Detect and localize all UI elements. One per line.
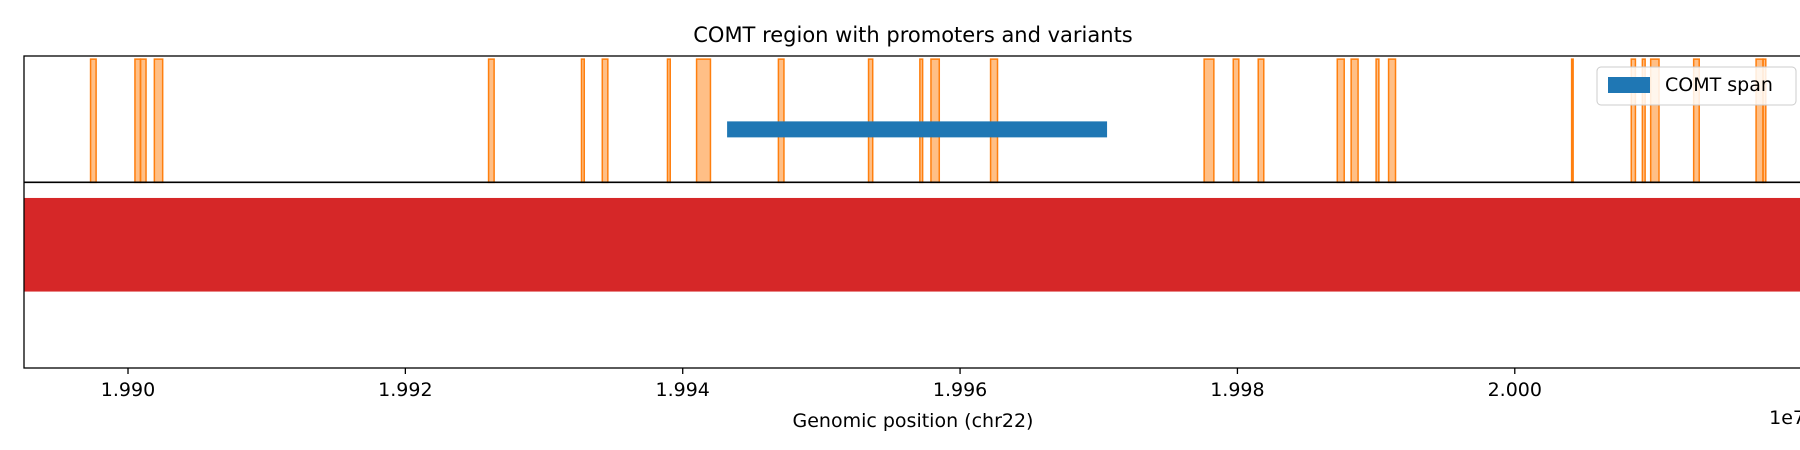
promoter-region-17	[1336, 58, 1345, 184]
x-tick-label: 1.992	[378, 379, 432, 401]
promoter-region-9	[777, 58, 785, 184]
legend-frame	[1596, 66, 1797, 106]
promoter-region-13	[989, 58, 999, 184]
promoter-region-0	[89, 58, 97, 184]
promoter-region-8	[695, 58, 712, 184]
promoter-region-10	[867, 58, 874, 184]
chart-title: COMT region with promoters and variants	[693, 23, 1133, 47]
promoter-region-18	[1350, 58, 1359, 184]
x-tick-label: 2.000	[1488, 379, 1542, 401]
promoter-region-16	[1257, 58, 1265, 184]
variant-band-layer	[24, 197, 1800, 292]
x-tick-label: 1.996	[933, 379, 987, 401]
x-axis-offset-label: 1e7	[1769, 407, 1800, 429]
x-tick-label: 1.998	[1210, 379, 1264, 401]
promoter-region-15	[1232, 58, 1240, 184]
x-axis: 1.990 1.992 1.994 1.996 1.998 2.000	[101, 368, 1542, 401]
promoter-region-19	[1375, 58, 1380, 184]
promoter-region-7	[666, 58, 671, 184]
promoter-region-1	[134, 58, 142, 184]
promoter-region-14	[1203, 58, 1215, 184]
promoter-region-4	[487, 58, 495, 184]
legend-swatch-comt-span	[1608, 77, 1650, 93]
promoter-region-5	[580, 58, 586, 184]
promoter-region-3	[153, 58, 164, 184]
axes-frame	[23, 55, 1800, 369]
plot-area	[23, 55, 1800, 369]
promoter-region-12	[930, 58, 941, 184]
promoter-region-11	[919, 58, 924, 184]
x-tick-label: 1.994	[656, 379, 710, 401]
promoter-region-2	[139, 58, 147, 184]
promoter-region-6	[601, 58, 609, 184]
variant-band	[24, 197, 1800, 292]
legend-label-comt-span: COMT span	[1665, 74, 1773, 96]
promoter-region-20	[1387, 58, 1397, 184]
legend: COMT span	[1596, 66, 1797, 106]
x-axis-label: Genomic position (chr22)	[793, 410, 1034, 432]
x-tick-label: 1.990	[101, 379, 155, 401]
promoter-region-21	[1570, 58, 1574, 184]
